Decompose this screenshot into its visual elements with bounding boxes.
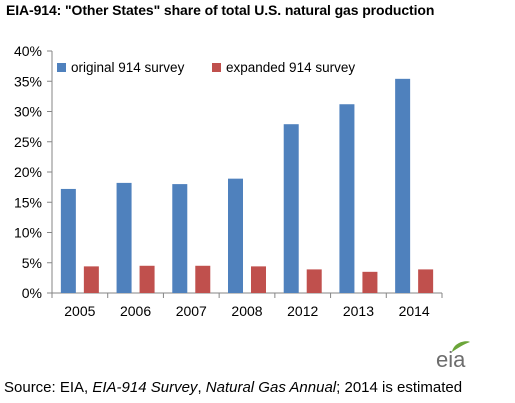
bar-expanded xyxy=(195,265,211,293)
x-tick-label: 2007 xyxy=(176,303,207,319)
bar-expanded xyxy=(139,265,155,293)
leaf-icon xyxy=(452,341,470,352)
x-tick-label: 2012 xyxy=(287,303,318,319)
source-annual: Natural Gas Annual xyxy=(205,379,337,396)
bar-expanded xyxy=(251,266,266,293)
source-prefix: Source: EIA, xyxy=(4,379,93,396)
bar-expanded xyxy=(418,269,434,293)
x-tick-label: 2005 xyxy=(64,303,95,319)
y-tick-label: 0% xyxy=(22,285,42,301)
bar-original xyxy=(172,184,188,293)
bar-original xyxy=(228,178,243,293)
x-tick-label: 2013 xyxy=(343,303,374,319)
bar-original xyxy=(395,78,411,293)
y-tick-label: 35% xyxy=(14,73,42,89)
bar-original xyxy=(283,124,299,293)
bar-original xyxy=(116,182,132,293)
legend-swatch-original xyxy=(57,63,66,72)
bar-expanded xyxy=(83,266,99,293)
x-tick-label: 2014 xyxy=(399,303,430,319)
chart-title: EIA-914: "Other States" share of total U… xyxy=(6,2,435,18)
y-tick-label: 15% xyxy=(14,194,42,210)
y-tick-label: 25% xyxy=(14,134,42,150)
eia-logo-text: eia xyxy=(436,347,466,370)
x-tick-label: 2008 xyxy=(231,303,262,319)
y-tick-label: 20% xyxy=(14,164,42,180)
bar-original xyxy=(60,188,76,293)
y-tick-label: 10% xyxy=(14,225,42,241)
bar-expanded xyxy=(306,269,322,293)
eia-logo: eia xyxy=(434,340,474,375)
bar-expanded xyxy=(362,271,378,293)
source-note: Source: EIA, EIA-914 Survey, Natural Gas… xyxy=(4,379,462,396)
x-tick-label: 2006 xyxy=(120,303,151,319)
y-tick-label: 40% xyxy=(14,43,42,59)
legend-label-original: original 914 survey xyxy=(71,60,185,75)
y-tick-label: 30% xyxy=(14,104,42,120)
source-separator: , xyxy=(197,379,206,396)
source-survey: EIA-914 Survey xyxy=(92,379,198,396)
bar-original xyxy=(339,104,355,294)
source-suffix: ; 2014 is estimated xyxy=(336,379,463,396)
legend-swatch-expanded xyxy=(212,63,221,72)
legend-label-expanded: expanded 914 survey xyxy=(226,60,355,75)
y-tick-label: 5% xyxy=(22,255,42,271)
